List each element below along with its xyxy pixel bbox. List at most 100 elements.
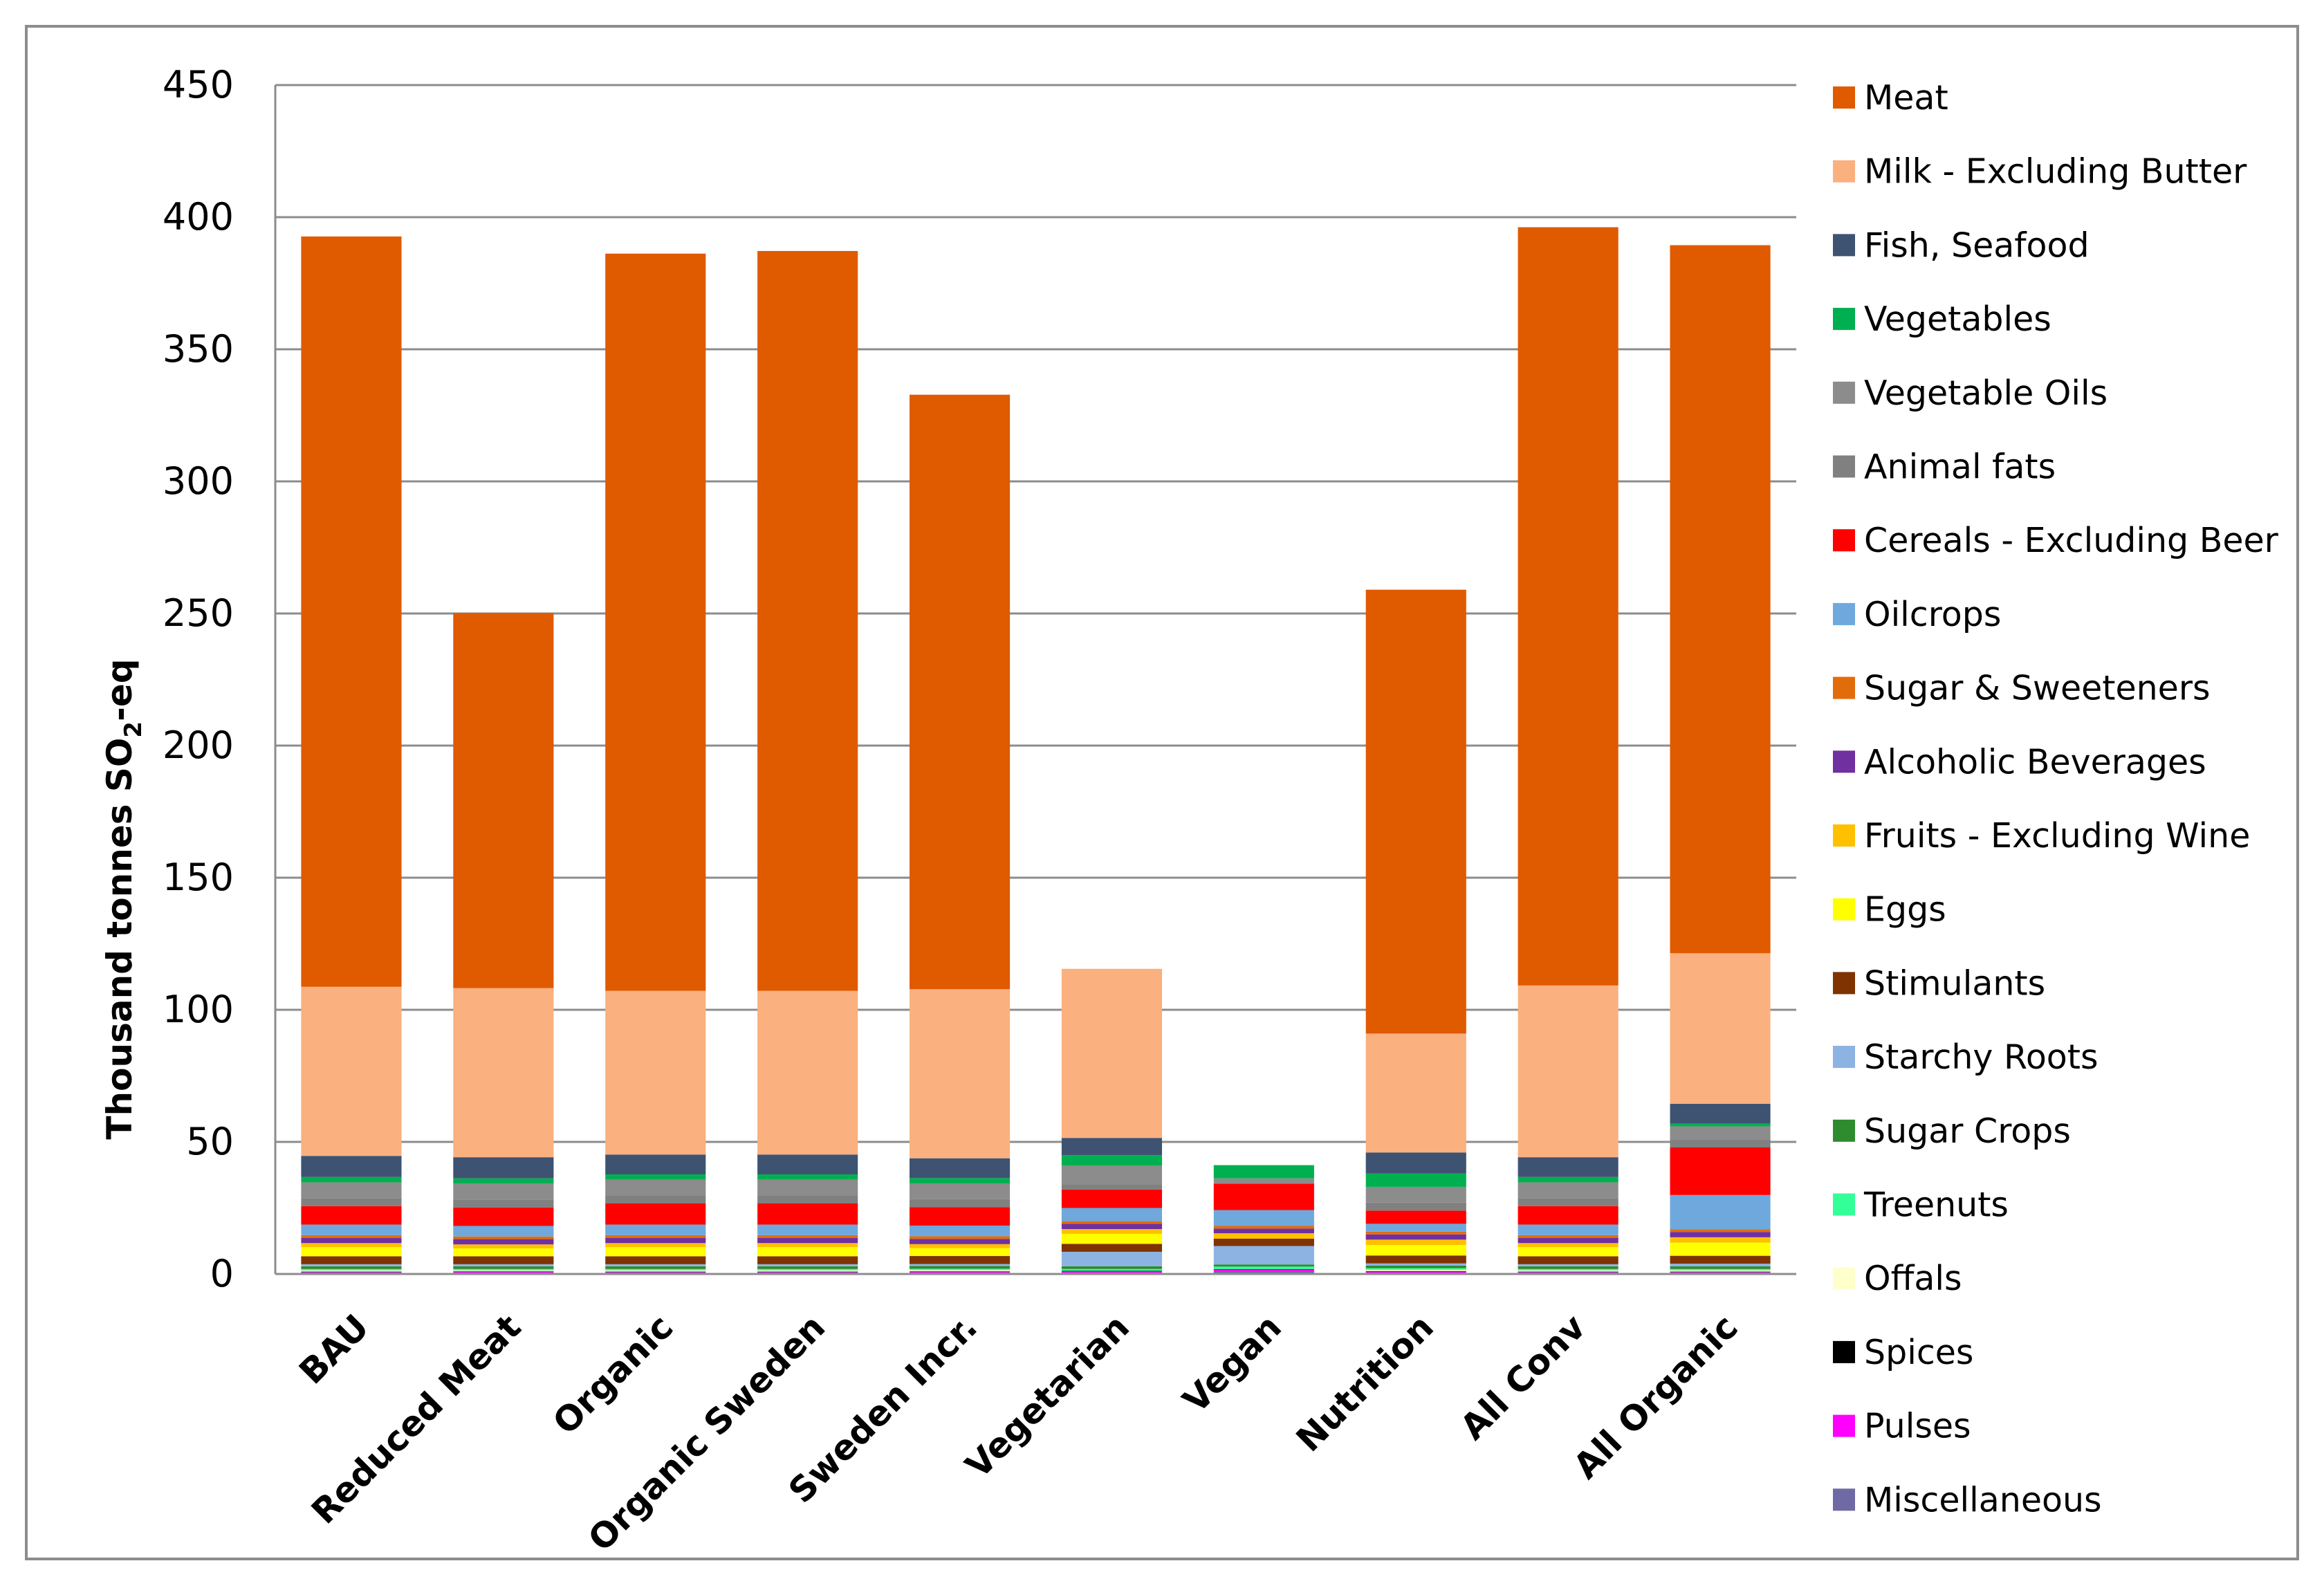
bar-segment-sugar-sweeteners [757,1235,858,1238]
bar-segment-fish-seafood [605,1154,706,1174]
bar-segment-oilcrops [301,1224,402,1235]
y-tick-label: 200 [163,723,234,767]
bar-segment-eggs [1061,1233,1163,1244]
bar-segment-starchy-roots [909,1264,1011,1266]
legend-label: Pulses [1864,1407,1971,1446]
legend-label: Oilcrops [1864,595,2001,634]
legend-swatch-pulses [1833,1414,1855,1437]
bar-segment-starchy-roots [1365,1263,1466,1266]
bar-segment-vegetable-oils [453,1183,554,1200]
legend-label: Treenuts [1863,1185,2009,1225]
bar-segment-vegetables [1518,1176,1618,1183]
bar-segment-cereals-excluding-beer [757,1203,858,1225]
legend: Meat Milk - Excluding Butter Fish, Seafood… [1833,78,2279,1520]
bar-segment-stimulants [1213,1238,1314,1246]
bar-segment-vegetable-oils [1061,1165,1163,1185]
bar-segment-alcoholic-beverages [1670,1232,1771,1237]
bar-segment-sugar-crops [605,1266,706,1269]
legend-swatch-oilcrops [1833,602,1855,625]
bar-segment-stimulants [1365,1255,1466,1264]
bar-segment-fish-seafood [757,1154,858,1174]
bar-segment-stimulants [453,1256,554,1264]
legend-swatch-cereals-excluding-beer [1833,529,1855,552]
bar-segment-stimulants [1061,1244,1163,1252]
bar-segment-oilcrops [757,1224,858,1235]
bar-segment-animal-fats [1518,1198,1618,1206]
y-axis-label: Thousand tonnes SO2-eq [100,658,147,1139]
bar-segment-pulses [1213,1269,1314,1272]
bar-segment-eggs [301,1247,402,1257]
bar-segment-spices [909,1271,1011,1272]
bar-segment-starchy-roots [453,1264,554,1266]
y-tick-label: 100 [163,988,234,1031]
bar-segment-treenuts [757,1268,858,1271]
bar-segment-vegetable-oils [757,1179,858,1196]
bar-segment-starchy-roots [1213,1246,1314,1265]
bar-segment-pulses [301,1272,402,1273]
bar-segment-miscellaneous [1213,1271,1314,1274]
legend-label: Fish, Seafood [1864,225,2090,265]
y-tick-label: 250 [163,591,234,635]
bar-segment-fruits-excluding-wine [301,1243,402,1248]
bar-segment-fish-seafood [1365,1152,1466,1174]
legend-label: Vegetables [1864,299,2051,339]
bar-segment-fruits-excluding-wine [1670,1237,1771,1243]
bar-segment-starchy-roots [1061,1251,1163,1266]
bar-segment-meat [1365,589,1466,1034]
bar-segment-vegetables [757,1174,858,1180]
bar-segment-cereals-excluding-beer [301,1206,402,1225]
bar-segment-animal-fats [757,1195,858,1204]
bar-segment-sugar-crops [1213,1264,1314,1267]
bar-segment-spices [453,1271,554,1272]
bar-segment-starchy-roots [605,1264,706,1266]
bar-segment-meat [1518,227,1618,986]
bar-segment-milk-excluding-butter [301,986,402,1156]
bar-segment-cereals-excluding-beer [605,1203,706,1225]
bar-segment-pulses [453,1271,554,1273]
legend-swatch-stimulants [1833,972,1855,995]
y-tick-label: 450 [163,63,234,107]
bar-segment-vegetables [301,1176,402,1183]
bar-segment-cereals-excluding-beer [1518,1206,1618,1225]
bar-segment-fruits-excluding-wine [757,1243,858,1248]
bar-segment-vegetables [909,1178,1011,1183]
bar-segment-vegetables [1061,1155,1163,1166]
bar-segment-cereals-excluding-beer [453,1207,554,1226]
bar-segment-starchy-roots [1670,1264,1771,1266]
bar-segment-vegetable-oils [1365,1186,1466,1203]
bar-segment-offals [757,1270,858,1272]
bar-segment-animal-fats [909,1199,1011,1208]
bar-segment-vegetable-oils [1518,1182,1618,1199]
bar-segment-fruits-excluding-wine [909,1244,1011,1248]
legend-swatch-offals [1833,1267,1855,1290]
bar-segment-offals [1670,1270,1771,1272]
legend-swatch-treenuts [1833,1193,1855,1216]
bar-segment-cereals-excluding-beer [1213,1183,1314,1210]
bar-segment-sugar-crops [1061,1266,1163,1269]
bar-segment-fish-seafood [1670,1103,1771,1124]
bar-segment-offals [453,1270,554,1272]
bar-segment-starchy-roots [757,1264,858,1266]
bar-segment-starchy-roots [301,1264,402,1266]
bar-segment-fish-seafood [1518,1157,1618,1177]
bar-segment-stimulants [1518,1256,1618,1264]
bar-segment-fish-seafood [909,1158,1011,1179]
legend-swatch-alcoholic-beverages [1833,750,1855,773]
bar-segment-sugar-sweeteners [1365,1231,1466,1235]
bar-segment-oilcrops [1213,1210,1314,1226]
bar-segment-animal-fats [453,1199,554,1208]
bar-segment-offals [1518,1270,1618,1272]
bar-segment-alcoholic-beverages [1061,1224,1163,1230]
bar-segment-sugar-sweeteners [301,1235,402,1238]
bar-segment-fruits-excluding-wine [453,1244,554,1248]
bar-segment-vegetable-oils [1670,1126,1771,1140]
bar-segment-sugar-sweeteners [453,1236,554,1239]
bar-segment-milk-excluding-butter [1670,953,1771,1104]
bar-segment-pulses [757,1272,858,1273]
bar-segment-treenuts [1213,1266,1314,1270]
bar-segment-milk-excluding-butter [1061,968,1163,1138]
legend-swatch-milk-excluding-butter [1833,160,1855,183]
legend-swatch-sugar-crops [1833,1119,1855,1142]
bar-segment-milk-excluding-butter [605,990,706,1155]
